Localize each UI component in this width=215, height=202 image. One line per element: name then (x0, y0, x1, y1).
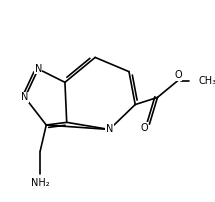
Text: NH₂: NH₂ (31, 178, 49, 188)
Text: O: O (140, 123, 148, 133)
Text: N: N (21, 93, 29, 102)
Text: O: O (174, 70, 182, 80)
Text: CH₃: CH₃ (198, 76, 215, 85)
Text: N: N (35, 64, 42, 74)
Text: N: N (106, 124, 113, 135)
